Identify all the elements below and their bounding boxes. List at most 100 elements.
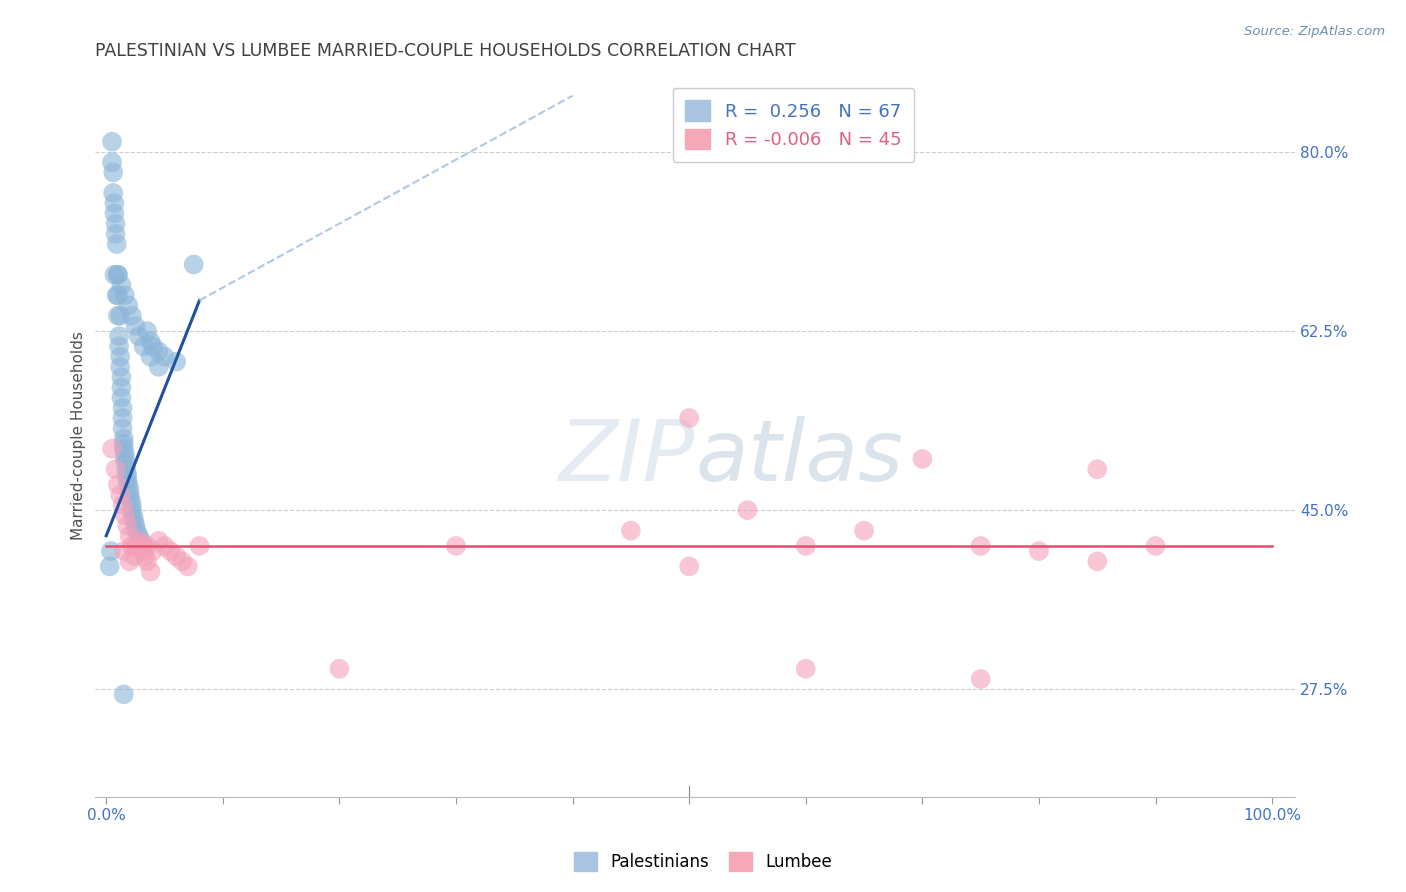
Point: [111, 401, 134, 415]
Point: [115, 518, 138, 533]
Point: [125, 539, 148, 553]
Point: [107, 477, 129, 491]
Point: [139, 350, 162, 364]
Point: [121, 498, 143, 512]
Point: [115, 457, 138, 471]
Point: [103, 268, 125, 282]
Point: [115, 467, 138, 482]
Text: PALESTINIAN VS LUMBEE MARRIED-COUPLE HOUSEHOLDS CORRELATION CHART: PALESTINIAN VS LUMBEE MARRIED-COUPLE HOU…: [94, 42, 796, 60]
Point: [165, 355, 187, 369]
Point: [911, 452, 934, 467]
Point: [104, 217, 127, 231]
Point: [114, 508, 136, 523]
Point: [105, 237, 128, 252]
Point: [969, 539, 991, 553]
Point: [107, 268, 129, 282]
Point: [110, 277, 132, 292]
Point: [794, 539, 817, 553]
Point: [118, 554, 141, 568]
Point: [125, 524, 148, 538]
Point: [110, 350, 132, 364]
Point: [110, 309, 132, 323]
Point: [122, 508, 145, 523]
Point: [121, 539, 143, 553]
Point: [183, 258, 205, 272]
Point: [148, 359, 170, 374]
Point: [124, 518, 146, 533]
Point: [115, 462, 138, 476]
Point: [620, 524, 643, 538]
Point: [1085, 462, 1108, 476]
Point: [129, 533, 152, 548]
Point: [100, 544, 122, 558]
Point: [121, 309, 143, 323]
Point: [794, 662, 817, 676]
Point: [101, 155, 124, 169]
Point: [107, 309, 129, 323]
Point: [111, 421, 134, 435]
Point: [98, 559, 121, 574]
Point: [114, 288, 136, 302]
Point: [103, 165, 125, 179]
Point: [105, 288, 128, 302]
Text: Source: ZipAtlas.com: Source: ZipAtlas.com: [1244, 25, 1385, 38]
Point: [678, 559, 700, 574]
Point: [118, 483, 141, 497]
Point: [118, 529, 141, 543]
Point: [114, 452, 136, 467]
Point: [188, 539, 211, 553]
Point: [444, 539, 467, 553]
Y-axis label: Married-couple Households: Married-couple Households: [72, 332, 86, 541]
Point: [136, 554, 159, 568]
Point: [132, 539, 155, 553]
Point: [117, 477, 139, 491]
Point: [153, 350, 176, 364]
Point: [108, 339, 131, 353]
Point: [136, 324, 159, 338]
Text: ZIP: ZIP: [558, 416, 695, 500]
Point: [1085, 554, 1108, 568]
Point: [142, 339, 165, 353]
Point: [853, 524, 876, 538]
Point: [165, 549, 187, 564]
Point: [115, 472, 138, 486]
Point: [1028, 544, 1050, 558]
Point: [110, 488, 132, 502]
Point: [107, 268, 129, 282]
Point: [111, 498, 134, 512]
Point: [110, 370, 132, 384]
Point: [139, 334, 162, 349]
Point: [112, 687, 135, 701]
Point: [148, 344, 170, 359]
Point: [112, 442, 135, 456]
Point: [128, 329, 150, 343]
Legend: Palestinians, Lumbee: Palestinians, Lumbee: [565, 843, 841, 880]
Point: [101, 135, 124, 149]
Point: [117, 298, 139, 312]
Point: [153, 539, 176, 553]
Point: [114, 447, 136, 461]
Point: [104, 462, 127, 476]
Point: [128, 529, 150, 543]
Point: [136, 539, 159, 553]
Legend: R =  0.256   N = 67, R = -0.006   N = 45: R = 0.256 N = 67, R = -0.006 N = 45: [672, 87, 914, 162]
Point: [177, 559, 200, 574]
Point: [104, 227, 127, 241]
Point: [103, 206, 125, 220]
Point: [120, 492, 142, 507]
Point: [101, 442, 124, 456]
Point: [132, 339, 155, 353]
Point: [111, 411, 134, 425]
Point: [121, 503, 143, 517]
Point: [1144, 539, 1167, 553]
Point: [134, 549, 156, 564]
Point: [103, 196, 125, 211]
Point: [110, 391, 132, 405]
Text: atlas: atlas: [695, 416, 903, 500]
Point: [122, 513, 145, 527]
Point: [159, 544, 181, 558]
Point: [678, 411, 700, 425]
Point: [112, 432, 135, 446]
Point: [118, 488, 141, 502]
Point: [129, 539, 152, 553]
